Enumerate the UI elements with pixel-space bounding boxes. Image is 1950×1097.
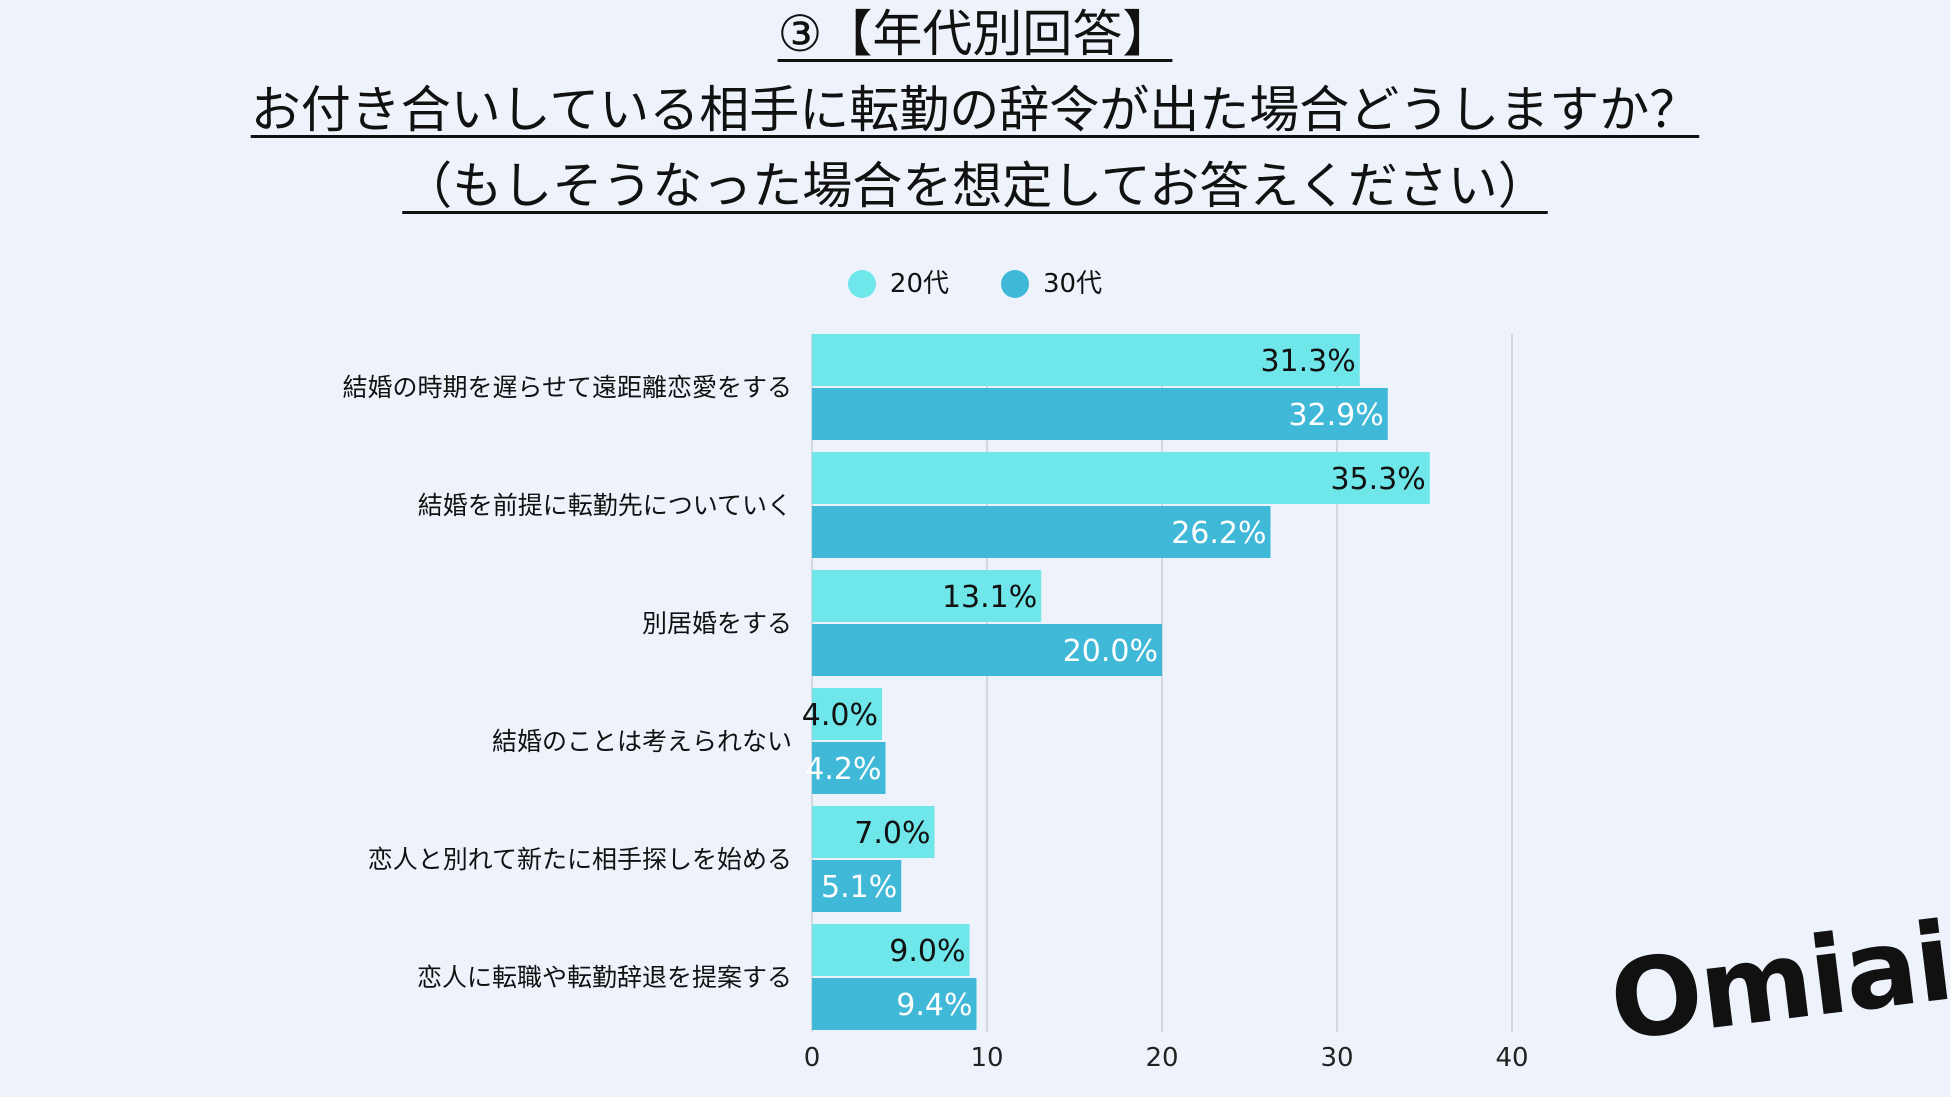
data-label: 9.0% <box>889 934 965 969</box>
data-label: 7.0% <box>854 816 930 851</box>
data-label: 20.0% <box>1063 634 1158 669</box>
category-label: 別居婚をする <box>642 609 792 638</box>
chart-legend: 20代 30代 <box>0 264 1950 304</box>
legend-label-20s: 20代 <box>889 269 949 299</box>
bar-20s <box>812 806 935 858</box>
data-label: 26.2% <box>1171 516 1266 551</box>
bar-30s <box>812 742 886 794</box>
bar-20s <box>812 924 970 976</box>
x-tick-label: 30 <box>1320 1043 1353 1073</box>
category-label: 恋人と別れて新たに相手探しを始める <box>368 845 792 874</box>
data-label: 13.1% <box>942 580 1037 615</box>
x-tick-label: 10 <box>970 1043 1003 1073</box>
x-tick-label: 20 <box>1145 1043 1178 1073</box>
bar-30s <box>812 624 1162 676</box>
data-label: 4.0% <box>802 698 878 733</box>
category-label: 結婚のことは考えられない <box>492 727 792 756</box>
data-label: 35.3% <box>1330 462 1425 497</box>
bar-20s <box>812 688 882 740</box>
title-line-1: ③【年代別回答】 <box>777 5 1173 63</box>
data-label: 31.3% <box>1260 344 1355 379</box>
bar-30s <box>812 860 902 912</box>
legend-item-30s: 30代 <box>1001 264 1102 304</box>
title-line-3: （もしそうなった場合を想定してお答えください） <box>402 157 1548 215</box>
chart-title: ③【年代別回答】 お付き合いしている相手に転勤の辞令が出た場合どうしますか？ （… <box>0 0 1950 230</box>
legend-swatch-20s <box>847 270 876 298</box>
category-label: 結婚を前提に転勤先についていく <box>418 491 792 520</box>
data-label: 9.4% <box>896 988 972 1023</box>
bar-20s <box>812 452 1430 504</box>
title-line-2: お付き合いしている相手に転勤の辞令が出た場合どうしますか？ <box>250 81 1700 139</box>
bar-20s <box>812 334 1360 386</box>
bar-30s <box>812 506 1271 558</box>
x-tick-label: 40 <box>1495 1043 1528 1073</box>
data-label: 5.1% <box>821 870 897 905</box>
data-label: 32.9% <box>1288 398 1383 433</box>
category-label: 恋人に転職や転勤辞退を提案する <box>417 963 792 992</box>
x-tick-label: 0 <box>804 1043 821 1073</box>
data-label: 4.2% <box>805 752 881 787</box>
bar-20s <box>812 570 1042 622</box>
bar-30s <box>812 388 1388 440</box>
legend-item-20s: 20代 <box>847 264 949 304</box>
legend-label-30s: 30代 <box>1043 269 1103 299</box>
category-label: 結婚の時期を遅らせて遠距離恋愛をする <box>342 373 792 402</box>
bar-30s <box>812 978 977 1030</box>
legend-swatch-30s <box>1001 270 1029 298</box>
